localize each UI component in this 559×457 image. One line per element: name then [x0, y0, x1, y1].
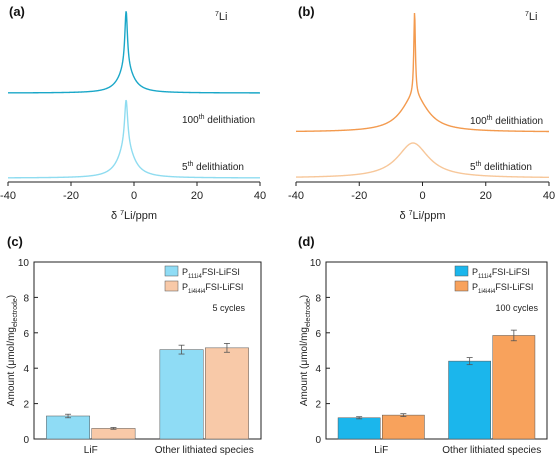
y-axis-label: Amount (μmol/mgelectrode)	[299, 295, 312, 406]
bar	[91, 428, 136, 440]
x-tick-label: 0	[419, 190, 425, 202]
y-tick-label: 6	[23, 329, 29, 340]
category-label: Other lithiated species	[442, 445, 541, 456]
nmr-panel-b: (b) 7Li 100th delithiation 5th delithiation…	[288, 4, 555, 222]
legend-swatch	[454, 265, 469, 277]
cycles-annotation: 100 cycles	[495, 303, 538, 313]
bar-panel-c: (c) 0 2 4 6 8 10 Amount (μmol/mgelectrode) LiF Ot…	[6, 234, 262, 456]
y-tick-label: 4	[315, 364, 321, 375]
category-label: LiF	[84, 445, 98, 456]
legend-label: P111i4FSI-LiFSI	[182, 267, 240, 280]
x-tick-label: -40	[288, 190, 304, 202]
legend-swatch	[164, 265, 179, 277]
y-tick-label: 2	[23, 400, 29, 411]
x-tick-label: 40	[254, 190, 266, 202]
bar	[205, 347, 249, 440]
legend-swatch	[164, 280, 179, 292]
bar	[492, 335, 536, 440]
nucleus-label: 7Li	[525, 11, 537, 23]
legend-label: P111i4FSI-LiFSI	[472, 267, 530, 280]
x-tick-label: 20	[480, 190, 492, 202]
bar-panel-d: (d) 0 2 4 6 8 10 Amount (μmol/mgelectrode) LiF Ot…	[298, 234, 548, 456]
legend-label: P1i4i4i4FSI-LiFSI	[182, 282, 243, 295]
y-tick-label: 10	[18, 258, 30, 269]
plot-frame	[325, 261, 548, 440]
x-tick-label: 40	[543, 190, 555, 202]
category-label: Other lithiated species	[155, 445, 254, 456]
y-tick-label: 10	[310, 258, 322, 269]
x-tick-label: -20	[63, 190, 79, 202]
y-axis-label: Amount (μmol/mgelectrode)	[6, 295, 19, 406]
cycles-annotation: 5 cycles	[212, 303, 245, 313]
panel-label: (b)	[298, 4, 315, 19]
y-tick-label: 8	[23, 293, 29, 304]
series-label-5th: 5th delithiation	[182, 161, 244, 173]
y-tick-label: 8	[315, 293, 321, 304]
x-tick-label: -40	[0, 190, 16, 202]
x-tick-label: 20	[191, 190, 203, 202]
x-axis-label: δ 7Li/ppm	[111, 210, 157, 222]
spectrum-5th	[8, 99, 261, 179]
bar	[46, 415, 90, 440]
y-tick-label: 0	[315, 435, 321, 446]
series-label-5th: 5th delithiation	[470, 161, 532, 173]
spectrum-5th	[296, 142, 549, 179]
series-label-100th: 100th delithiation	[470, 115, 543, 127]
bar	[337, 417, 381, 440]
panel-label: (a)	[9, 4, 25, 19]
spectrum-100th	[8, 11, 260, 94]
y-tick-label: 6	[315, 329, 321, 340]
spectrum-100th	[295, 12, 549, 133]
y-tick-label: 2	[315, 400, 321, 411]
plot-frame	[33, 261, 262, 440]
nmr-panel-a: (a) 7Li 100th delithiation 5th delithiation…	[0, 4, 266, 222]
bar	[159, 349, 204, 440]
y-tick-label: 4	[23, 364, 29, 375]
legend-label: P1i4i4i4FSI-LiFSI	[472, 282, 533, 295]
series-label-100th: 100th delithiation	[182, 114, 255, 126]
bar	[382, 414, 425, 440]
bar	[448, 360, 491, 440]
nucleus-label: 7Li	[215, 11, 227, 23]
x-tick-label: -20	[351, 190, 367, 202]
panel-label: (d)	[298, 234, 315, 249]
y-tick-label: 0	[23, 435, 29, 446]
legend-swatch	[454, 280, 469, 292]
category-label: LiF	[374, 445, 388, 456]
x-tick-label: 0	[131, 190, 137, 202]
panel-label: (c)	[7, 234, 23, 249]
x-axis-label: δ 7Li/ppm	[399, 210, 445, 222]
